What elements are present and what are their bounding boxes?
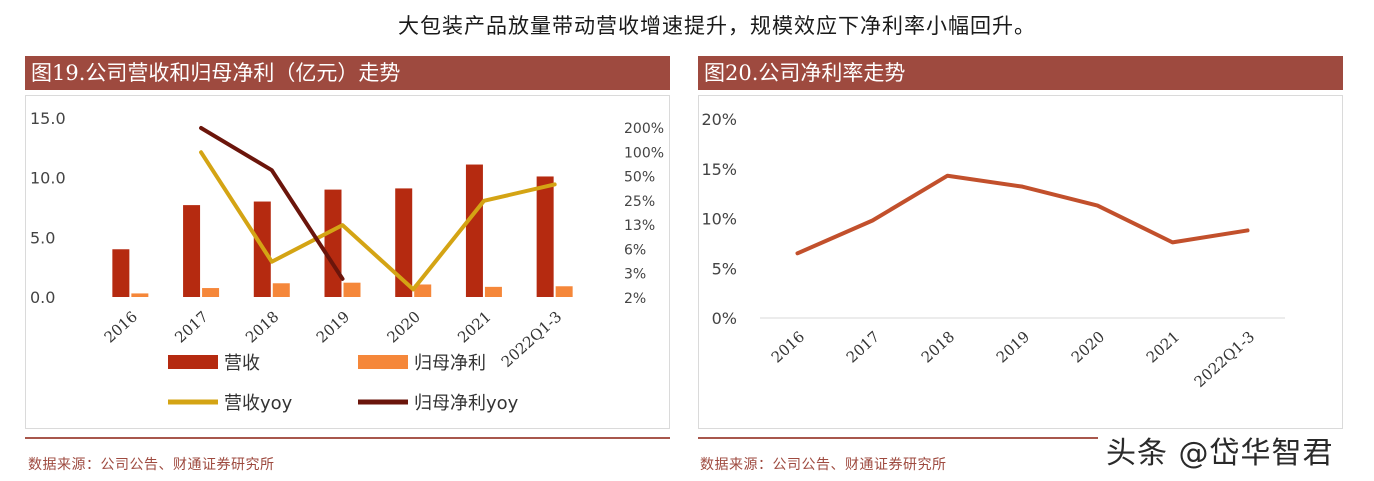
chart2-ytick: 15% (701, 160, 737, 179)
chart1-legend-swatch (168, 355, 218, 369)
chart1-bar-revenue (395, 188, 413, 297)
chart1-bar-revenue (465, 164, 483, 297)
chart1-bar-net-profit (131, 293, 149, 297)
chart1-ytick: 5.0 (30, 228, 55, 247)
page-heading: 大包装产品放量带动营收增速提升，规模效应下净利率小幅回升。 (398, 14, 1036, 38)
chart1-y2tick: 13% (624, 218, 655, 234)
chart1-bar-net-profit (202, 288, 220, 297)
chart1-legend-label: 归母净利 (414, 353, 486, 374)
chart1-y2tick: 6% (624, 242, 646, 258)
chart1-y2tick: 2% (624, 291, 646, 307)
chart2-xtick: 2019 (993, 328, 1033, 367)
chart1-frame (25, 95, 670, 429)
chart1-bar-revenue (183, 205, 201, 297)
chart2-xtick: 2016 (768, 328, 808, 367)
chart1-xtick: 2017 (171, 308, 211, 347)
chart2-ytick: 5% (712, 259, 737, 278)
chart1-xtick: 2022Q1-3 (498, 308, 566, 371)
chart2-source: 数据来源：公司公告、财通证券研究所 (700, 457, 947, 473)
chart2-ytick: 20% (701, 110, 737, 129)
chart1-xtick: 2019 (313, 308, 353, 347)
chart1-y2tick: 50% (624, 170, 655, 186)
chart1-bar-net-profit (343, 282, 361, 297)
chart1-xtick: 2016 (101, 308, 141, 347)
chart1-title: 图19.公司营收和归母净利（亿元）走势 (25, 56, 670, 90)
chart1-y2tick: 3% (624, 267, 646, 283)
chart1-ytick: 0.0 (30, 288, 55, 307)
chart2-xtick: 2018 (918, 328, 958, 367)
chart1-ytick: 15.0 (30, 109, 66, 128)
chart1-xtick: 2018 (242, 308, 282, 347)
chart1-legend-label: 营收 (224, 353, 260, 374)
chart1-bar-net-profit (555, 286, 573, 297)
chart1-bar-revenue (324, 189, 342, 297)
chart1-line-net-profit-yoy (199, 126, 345, 281)
chart2-ytick: 0% (712, 309, 737, 328)
chart2-xtick: 2020 (1068, 328, 1108, 367)
watermark: 头条 @岱华智君 (1106, 436, 1334, 471)
chart2-title: 图20.公司净利率走势 (698, 56, 1343, 90)
chart1-line-revenue-yoy (199, 150, 557, 292)
chart1-y2tick: 200% (624, 121, 664, 137)
chart1-legend-label: 营收yoy (224, 393, 293, 414)
chart1-xtick: 2021 (454, 308, 494, 347)
chart1-bar-net-profit (272, 283, 290, 297)
chart1-source: 数据来源：公司公告、财通证券研究所 (28, 457, 275, 473)
chart1-bar-revenue (536, 176, 554, 297)
chart1-legend-label: 归母净利yoy (414, 393, 519, 414)
chart1-divider (25, 437, 670, 439)
chart2-xtick: 2022Q1-3 (1191, 328, 1259, 391)
chart1-bar-net-profit (484, 286, 502, 297)
chart2-xtick: 2017 (843, 328, 883, 367)
chart1-bar-net-profit (414, 284, 432, 297)
chart1-xtick: 2020 (383, 308, 423, 347)
chart2-line-net-margin (795, 173, 1250, 256)
chart2-divider (698, 437, 1098, 439)
chart2-ytick: 10% (701, 210, 737, 229)
chart1-legend-swatch (358, 355, 408, 369)
chart1-bar-revenue (112, 249, 130, 297)
chart2-frame (698, 95, 1343, 429)
chart1-ytick: 10.0 (30, 169, 66, 188)
chart1-y2tick: 25% (624, 194, 655, 210)
chart2-xtick: 2021 (1143, 328, 1183, 367)
chart1-y2tick: 100% (624, 145, 664, 161)
